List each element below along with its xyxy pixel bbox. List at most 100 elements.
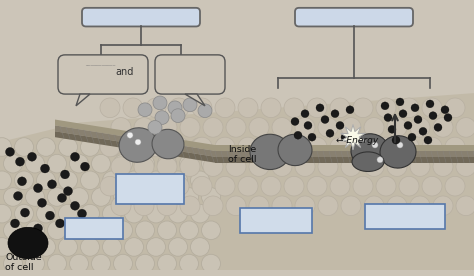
Circle shape — [441, 106, 449, 114]
Circle shape — [424, 136, 432, 144]
Circle shape — [376, 137, 396, 157]
Circle shape — [78, 209, 86, 218]
Circle shape — [301, 110, 309, 118]
Circle shape — [377, 157, 383, 163]
Circle shape — [422, 176, 442, 196]
Ellipse shape — [351, 134, 389, 168]
Circle shape — [134, 118, 154, 137]
Circle shape — [26, 221, 45, 240]
Circle shape — [58, 171, 78, 190]
Ellipse shape — [380, 136, 416, 168]
FancyBboxPatch shape — [295, 8, 413, 26]
Circle shape — [91, 254, 110, 273]
Circle shape — [71, 201, 80, 210]
Circle shape — [146, 238, 165, 256]
Circle shape — [410, 118, 430, 137]
Circle shape — [397, 142, 403, 148]
Circle shape — [180, 254, 199, 273]
Circle shape — [201, 154, 220, 173]
Circle shape — [272, 157, 292, 176]
Circle shape — [433, 196, 453, 216]
Circle shape — [0, 171, 11, 190]
Circle shape — [113, 188, 133, 206]
Circle shape — [444, 114, 452, 121]
Circle shape — [136, 154, 155, 173]
Circle shape — [341, 118, 361, 137]
Circle shape — [136, 254, 155, 273]
Circle shape — [191, 204, 210, 223]
Circle shape — [238, 98, 258, 118]
Circle shape — [168, 138, 188, 156]
Circle shape — [15, 171, 34, 190]
Circle shape — [34, 184, 43, 193]
Circle shape — [284, 176, 304, 196]
Circle shape — [226, 118, 246, 137]
Circle shape — [180, 118, 200, 137]
Circle shape — [18, 177, 27, 186]
Circle shape — [326, 129, 334, 137]
Circle shape — [58, 204, 78, 223]
Polygon shape — [185, 94, 205, 106]
Circle shape — [111, 118, 131, 137]
Circle shape — [191, 171, 210, 190]
Circle shape — [445, 98, 465, 118]
Circle shape — [70, 221, 89, 240]
Ellipse shape — [352, 152, 384, 171]
Circle shape — [100, 176, 120, 196]
Circle shape — [81, 238, 100, 256]
Circle shape — [146, 138, 165, 156]
Bar — [215, 145, 474, 151]
Circle shape — [47, 154, 66, 173]
Circle shape — [168, 204, 188, 223]
Circle shape — [102, 171, 121, 190]
Circle shape — [146, 98, 166, 118]
Circle shape — [353, 176, 373, 196]
Circle shape — [34, 224, 43, 233]
Circle shape — [146, 137, 166, 157]
Circle shape — [396, 98, 404, 106]
FancyBboxPatch shape — [58, 55, 148, 94]
Circle shape — [0, 238, 11, 256]
Circle shape — [215, 98, 235, 118]
Circle shape — [192, 176, 212, 196]
Circle shape — [445, 137, 465, 157]
Circle shape — [411, 104, 419, 112]
Circle shape — [134, 196, 154, 216]
Circle shape — [434, 123, 442, 131]
Circle shape — [384, 114, 392, 121]
Circle shape — [47, 188, 66, 206]
Circle shape — [125, 238, 144, 256]
Circle shape — [191, 238, 210, 256]
Circle shape — [387, 118, 407, 137]
Circle shape — [113, 254, 133, 273]
Circle shape — [456, 118, 474, 137]
Circle shape — [330, 176, 350, 196]
Circle shape — [91, 188, 110, 206]
Polygon shape — [55, 125, 215, 157]
Circle shape — [295, 157, 315, 176]
Circle shape — [203, 118, 223, 137]
Circle shape — [102, 204, 121, 223]
Circle shape — [321, 116, 329, 123]
Circle shape — [100, 137, 120, 157]
Circle shape — [307, 176, 327, 196]
Circle shape — [422, 98, 442, 118]
Circle shape — [331, 110, 339, 118]
Polygon shape — [55, 120, 215, 151]
Circle shape — [272, 118, 292, 137]
Circle shape — [341, 157, 361, 176]
Circle shape — [157, 118, 177, 137]
Circle shape — [47, 254, 66, 273]
Circle shape — [203, 157, 223, 176]
Circle shape — [261, 137, 281, 157]
Circle shape — [198, 104, 212, 118]
Circle shape — [346, 106, 354, 114]
Circle shape — [387, 196, 407, 216]
Circle shape — [13, 192, 22, 200]
Circle shape — [47, 221, 66, 240]
Circle shape — [168, 238, 188, 256]
Circle shape — [155, 111, 169, 124]
Circle shape — [102, 138, 121, 156]
Circle shape — [169, 98, 189, 118]
Circle shape — [27, 152, 36, 161]
